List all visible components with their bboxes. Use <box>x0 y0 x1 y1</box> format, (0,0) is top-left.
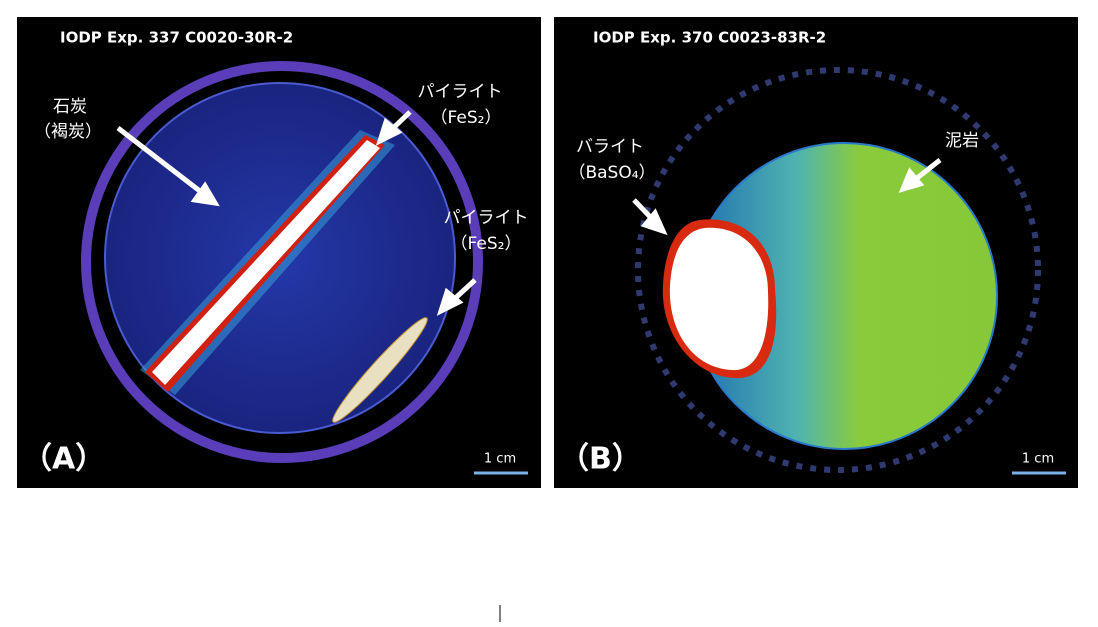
scale-label: 1 cm <box>1022 452 1054 467</box>
panel-b: IODP Exp. 370 C0023-83R-2 バライト （BaSO₄） 泥… <box>554 17 1078 488</box>
panel-label: （A） <box>22 442 105 477</box>
core-liner <box>635 67 1041 473</box>
barite-core <box>669 227 769 371</box>
panel-a: IODP Exp. 337 C0020-30R-2 石炭 （褐炭） パイライト … <box>17 17 541 488</box>
header: IODP Exp. 337 C0020-30R-2 <box>60 29 293 47</box>
annotation: 石炭 <box>53 97 87 117</box>
header: IODP Exp. 370 C0023-83R-2 <box>593 29 826 47</box>
core-liner <box>81 61 483 463</box>
scale-label: 1 cm <box>484 452 516 467</box>
annotation: パイライト <box>418 82 503 102</box>
annotation: （褐炭） <box>34 122 102 142</box>
annotation: （FeS₂） <box>431 108 502 128</box>
annotation: パイライト <box>444 208 529 228</box>
arrows <box>632 158 942 236</box>
annotation: （FeS₂） <box>451 234 522 254</box>
arrows <box>116 110 477 316</box>
annotation: バライト <box>576 137 644 157</box>
annotation: （BaSO₄） <box>568 163 655 183</box>
pyrite-core <box>152 140 380 385</box>
panel-label: （B） <box>559 442 642 477</box>
annotation: 泥岩 <box>945 131 979 151</box>
pyrite-small <box>332 317 428 423</box>
